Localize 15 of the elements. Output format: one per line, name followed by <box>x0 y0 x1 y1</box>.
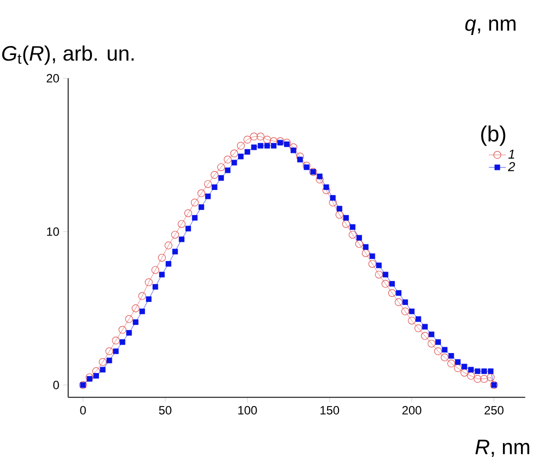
legend-label: 1 <box>508 150 514 159</box>
x-axis-title: R, nm <box>475 440 530 457</box>
x-tick-label: 50 <box>159 406 172 414</box>
y-axis-title: G$_{t}$(R), arb. un. <box>2 45 134 65</box>
x-tick-label: 0 <box>80 406 86 414</box>
y-tick-label: 20 <box>46 74 59 82</box>
y-tick-label: 0 <box>53 380 59 390</box>
legend-label: 2 <box>508 162 516 172</box>
x-tick-label: 200 <box>402 406 422 414</box>
x-tick-label: 150 <box>320 406 340 414</box>
y-tick-label: 10 <box>47 227 59 236</box>
annotation: (b) <box>481 125 506 146</box>
x-tick-label: 250 <box>484 406 504 414</box>
text: q, nm <box>465 19 516 36</box>
x-tick-label: 100 <box>238 406 257 414</box>
